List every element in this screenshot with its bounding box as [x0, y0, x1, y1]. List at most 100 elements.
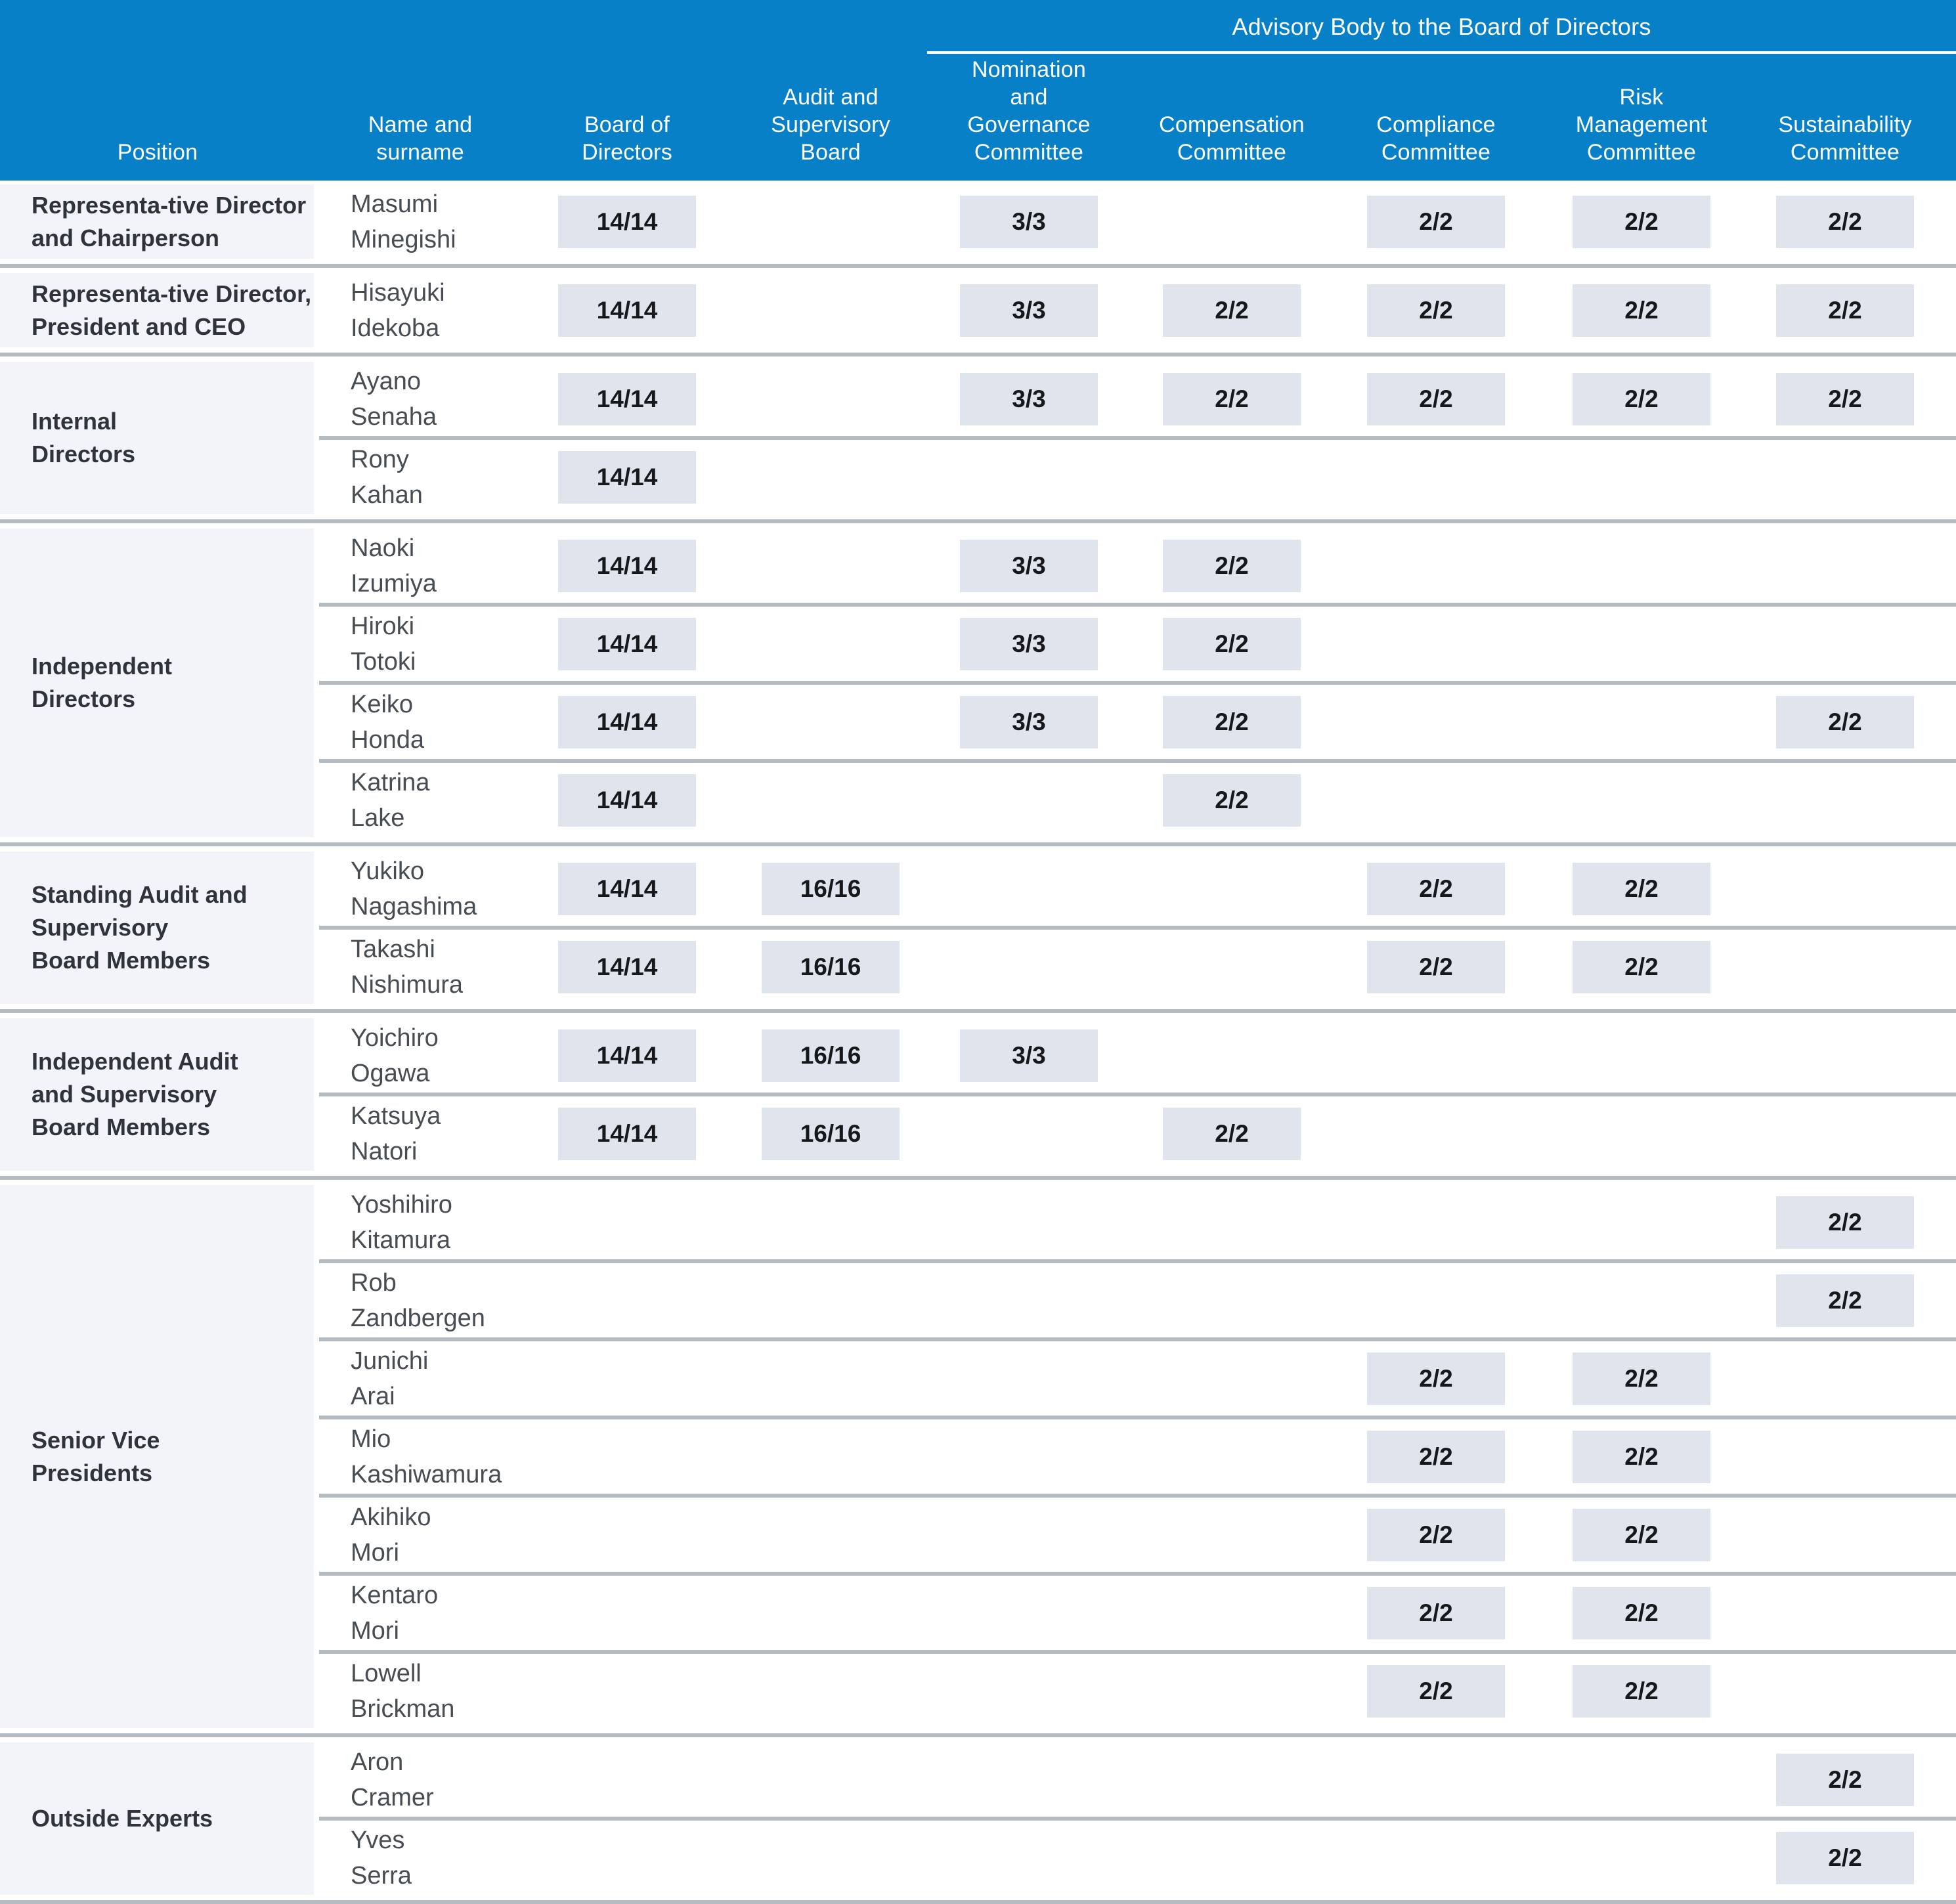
member-name: Junichi Arai: [351, 1347, 429, 1410]
attendance-badge: 2/2: [1163, 1107, 1301, 1160]
row-divider: [319, 1337, 1956, 1341]
member-name: Mio Kashiwamura: [351, 1425, 502, 1488]
row-divider: [319, 1650, 1956, 1654]
attendance-badge: 14/14: [558, 195, 696, 248]
group-representative-director-chairperson: Representa-tive Director and Chairperson…: [0, 184, 1956, 259]
table-row: Hisayuki Idekoba 14/14 3/3 2/2 2/2 2/2 2…: [314, 273, 1956, 347]
attendance-badge: 2/2: [1163, 773, 1301, 827]
attendance-badge: 2/2: [1573, 862, 1710, 915]
attendance-badge: 14/14: [558, 695, 696, 748]
group-divider: [0, 353, 1956, 357]
group-divider: [0, 1900, 1956, 1904]
attendance-badge: 3/3: [960, 1029, 1098, 1082]
member-name: Ayano Senaha: [351, 367, 437, 431]
position-cell: Representa-tive Director, President and …: [0, 273, 314, 347]
member-name: Rony Kahan: [351, 445, 423, 509]
table-row: Junichi Arai 2/2 2/2: [314, 1341, 1956, 1416]
group-representative-director-president-ceo: Representa-tive Director, President and …: [0, 273, 1956, 347]
attendance-badge: 14/14: [558, 284, 696, 337]
attendance-badge: 2/2: [1367, 1508, 1505, 1561]
attendance-badge: 2/2: [1163, 617, 1301, 670]
attendance-badge: 2/2: [1163, 695, 1301, 748]
attendance-badge: 2/2: [1573, 1508, 1710, 1561]
table-row: Takashi Nishimura 14/14 16/16 2/2 2/2: [314, 930, 1956, 1004]
attendance-badge: 3/3: [960, 539, 1098, 592]
group-outside-experts: Outside Experts Aron Cramer 2/2 Yves Ser…: [0, 1742, 1956, 1895]
attendance-badge: 2/2: [1776, 1274, 1914, 1327]
table-header: Advisory Body to the Board of Directors …: [0, 0, 1956, 181]
table-row: Masumi Minegishi 14/14 3/3 2/2 2/2 2/2: [314, 184, 1956, 259]
attendance-badge: 16/16: [762, 862, 900, 915]
position-cell: Outside Experts: [0, 1742, 314, 1895]
advisory-body-header: Advisory Body to the Board of Directors: [1232, 13, 1651, 40]
position-cell: Standing Audit and Supervisory Board Mem…: [0, 852, 314, 1004]
attendance-badge: 14/14: [558, 372, 696, 425]
attendance-badge: 2/2: [1573, 195, 1710, 248]
table-row: Ayano Senaha 14/14 3/3 2/2 2/2 2/2 2/2: [314, 362, 1956, 436]
attendance-badge: 16/16: [762, 1029, 900, 1082]
attendance-badge: 14/14: [558, 1029, 696, 1082]
row-divider: [319, 603, 1956, 607]
attendance-badge: 14/14: [558, 539, 696, 592]
group-divider: [0, 1009, 1956, 1013]
table-row: Rony Kahan 14/14: [314, 440, 1956, 514]
table-row: Aron Cramer 2/2: [314, 1742, 1956, 1817]
table-row: Yves Serra 2/2: [314, 1821, 1956, 1895]
table-row: Yoichiro Ogawa 14/14 16/16 3/3: [314, 1018, 1956, 1093]
group-independent-audit-supervisory-members: Independent Audit and Supervisory Board …: [0, 1018, 1956, 1171]
attendance-badge: 2/2: [1163, 284, 1301, 337]
attendance-badge: 2/2: [1776, 695, 1914, 748]
member-name: Yukiko Nagashima: [351, 857, 477, 920]
attendance-badge: 2/2: [1367, 1664, 1505, 1718]
member-name: Masumi Minegishi: [351, 190, 456, 253]
attendance-badge: 2/2: [1776, 372, 1914, 425]
table-row: Rob Zandbergen 2/2: [314, 1263, 1956, 1337]
row-divider: [319, 1259, 1956, 1263]
attendance-badge: 3/3: [960, 617, 1098, 670]
attendance-badge: 2/2: [1367, 862, 1505, 915]
member-name: Kentaro Mori: [351, 1581, 439, 1645]
row-divider: [319, 1416, 1956, 1419]
group-independent-directors: Independent Directors Naoki Izumiya 14/1…: [0, 529, 1956, 837]
table-row: Yukiko Nagashima 14/14 16/16 2/2 2/2: [314, 852, 1956, 926]
member-name: Lowell Brickman: [351, 1659, 455, 1723]
attendance-badge: 14/14: [558, 940, 696, 993]
row-divider: [319, 1494, 1956, 1498]
member-name: Katsuya Natori: [351, 1102, 441, 1165]
group-divider: [0, 264, 1956, 268]
attendance-badge: 2/2: [1776, 1753, 1914, 1806]
table-row: Mio Kashiwamura 2/2 2/2: [314, 1419, 1956, 1494]
table-row: Akihiko Mori 2/2 2/2: [314, 1498, 1956, 1572]
attendance-badge: 14/14: [558, 773, 696, 827]
row-divider: [319, 926, 1956, 930]
row-divider: [319, 759, 1956, 763]
attendance-badge: 2/2: [1573, 1430, 1710, 1483]
attendance-badge: 2/2: [1367, 195, 1505, 248]
attendance-badge: 2/2: [1163, 539, 1301, 592]
table-row: Naoki Izumiya 14/14 3/3 2/2: [314, 529, 1956, 603]
position-cell: Senior Vice Presidents: [0, 1185, 314, 1728]
group-divider: [0, 1176, 1956, 1180]
member-name: Yves Serra: [351, 1826, 412, 1890]
attendance-badge: 2/2: [1367, 940, 1505, 993]
member-name: Yoichiro Ogawa: [351, 1024, 439, 1087]
attendance-badge: 2/2: [1163, 372, 1301, 425]
table-row: Katsuya Natori 14/14 16/16 2/2: [314, 1096, 1956, 1171]
col-header-compliance-committee: Compliance Committee: [1376, 112, 1496, 165]
group-divider: [0, 1733, 1956, 1737]
col-header-risk-management-committee: Risk Management Committee: [1575, 85, 1708, 165]
attendance-badge: 14/14: [558, 450, 696, 504]
row-divider: [319, 1093, 1956, 1096]
table-body: Representa-tive Director and Chairperson…: [0, 181, 1956, 1904]
advisory-underline: [927, 51, 1956, 54]
attendance-badge: 2/2: [1573, 1352, 1710, 1405]
attendance-badge: 2/2: [1776, 284, 1914, 337]
attendance-badge: 2/2: [1573, 940, 1710, 993]
attendance-badge: 2/2: [1573, 284, 1710, 337]
attendance-badge: 2/2: [1573, 1664, 1710, 1718]
attendance-badge: 2/2: [1776, 195, 1914, 248]
member-name: Naoki Izumiya: [351, 534, 437, 597]
col-header-sustainability-committee: Sustainability Committee: [1778, 112, 1912, 165]
group-divider: [0, 842, 1956, 846]
